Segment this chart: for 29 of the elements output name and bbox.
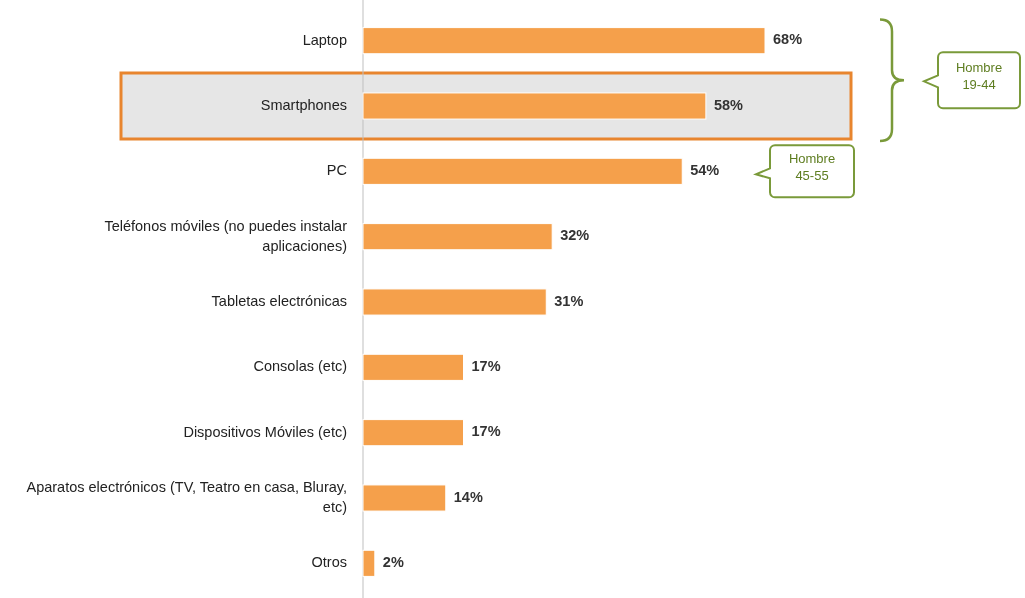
bar [362,288,547,316]
y-tick-label: PC [326,162,347,179]
bar [362,92,707,120]
data-label: 31% [554,292,584,309]
y-tick-label: Teléfonos móviles (no puedes instalar aplicaciones) [104,217,348,254]
data-label: 17% [471,358,501,375]
text: Hombre 45-55 [788,151,836,184]
bar [362,223,553,251]
y-tick-label: Aparatos electrónicos (TV, Teatro en casa, Bluray, etc) [26,478,347,515]
data-label: 2% [382,554,404,571]
bar [362,419,464,447]
data-label: 17% [471,423,501,440]
data-label: 58% [713,96,744,113]
y-tick-label: Dispositivos Móviles (etc) [183,423,347,440]
bar [362,27,766,55]
data-label: 68% [773,31,803,48]
y-tick-label: Otros [311,554,347,571]
data-label: 14% [453,488,483,505]
data-label: 54% [690,162,720,179]
y-tick-label: Consolas (etc) [253,358,347,375]
bar [362,157,683,185]
bar [362,484,447,512]
y-tick-label: Tabletas electrónicas [211,292,347,309]
y-tick-label: Smartphones [260,96,347,113]
bar [362,353,464,381]
text: Hombre 19-44 [955,60,1003,93]
data-label: 32% [560,227,590,244]
bar [362,549,376,577]
y-tick-label: Laptop [302,31,347,48]
